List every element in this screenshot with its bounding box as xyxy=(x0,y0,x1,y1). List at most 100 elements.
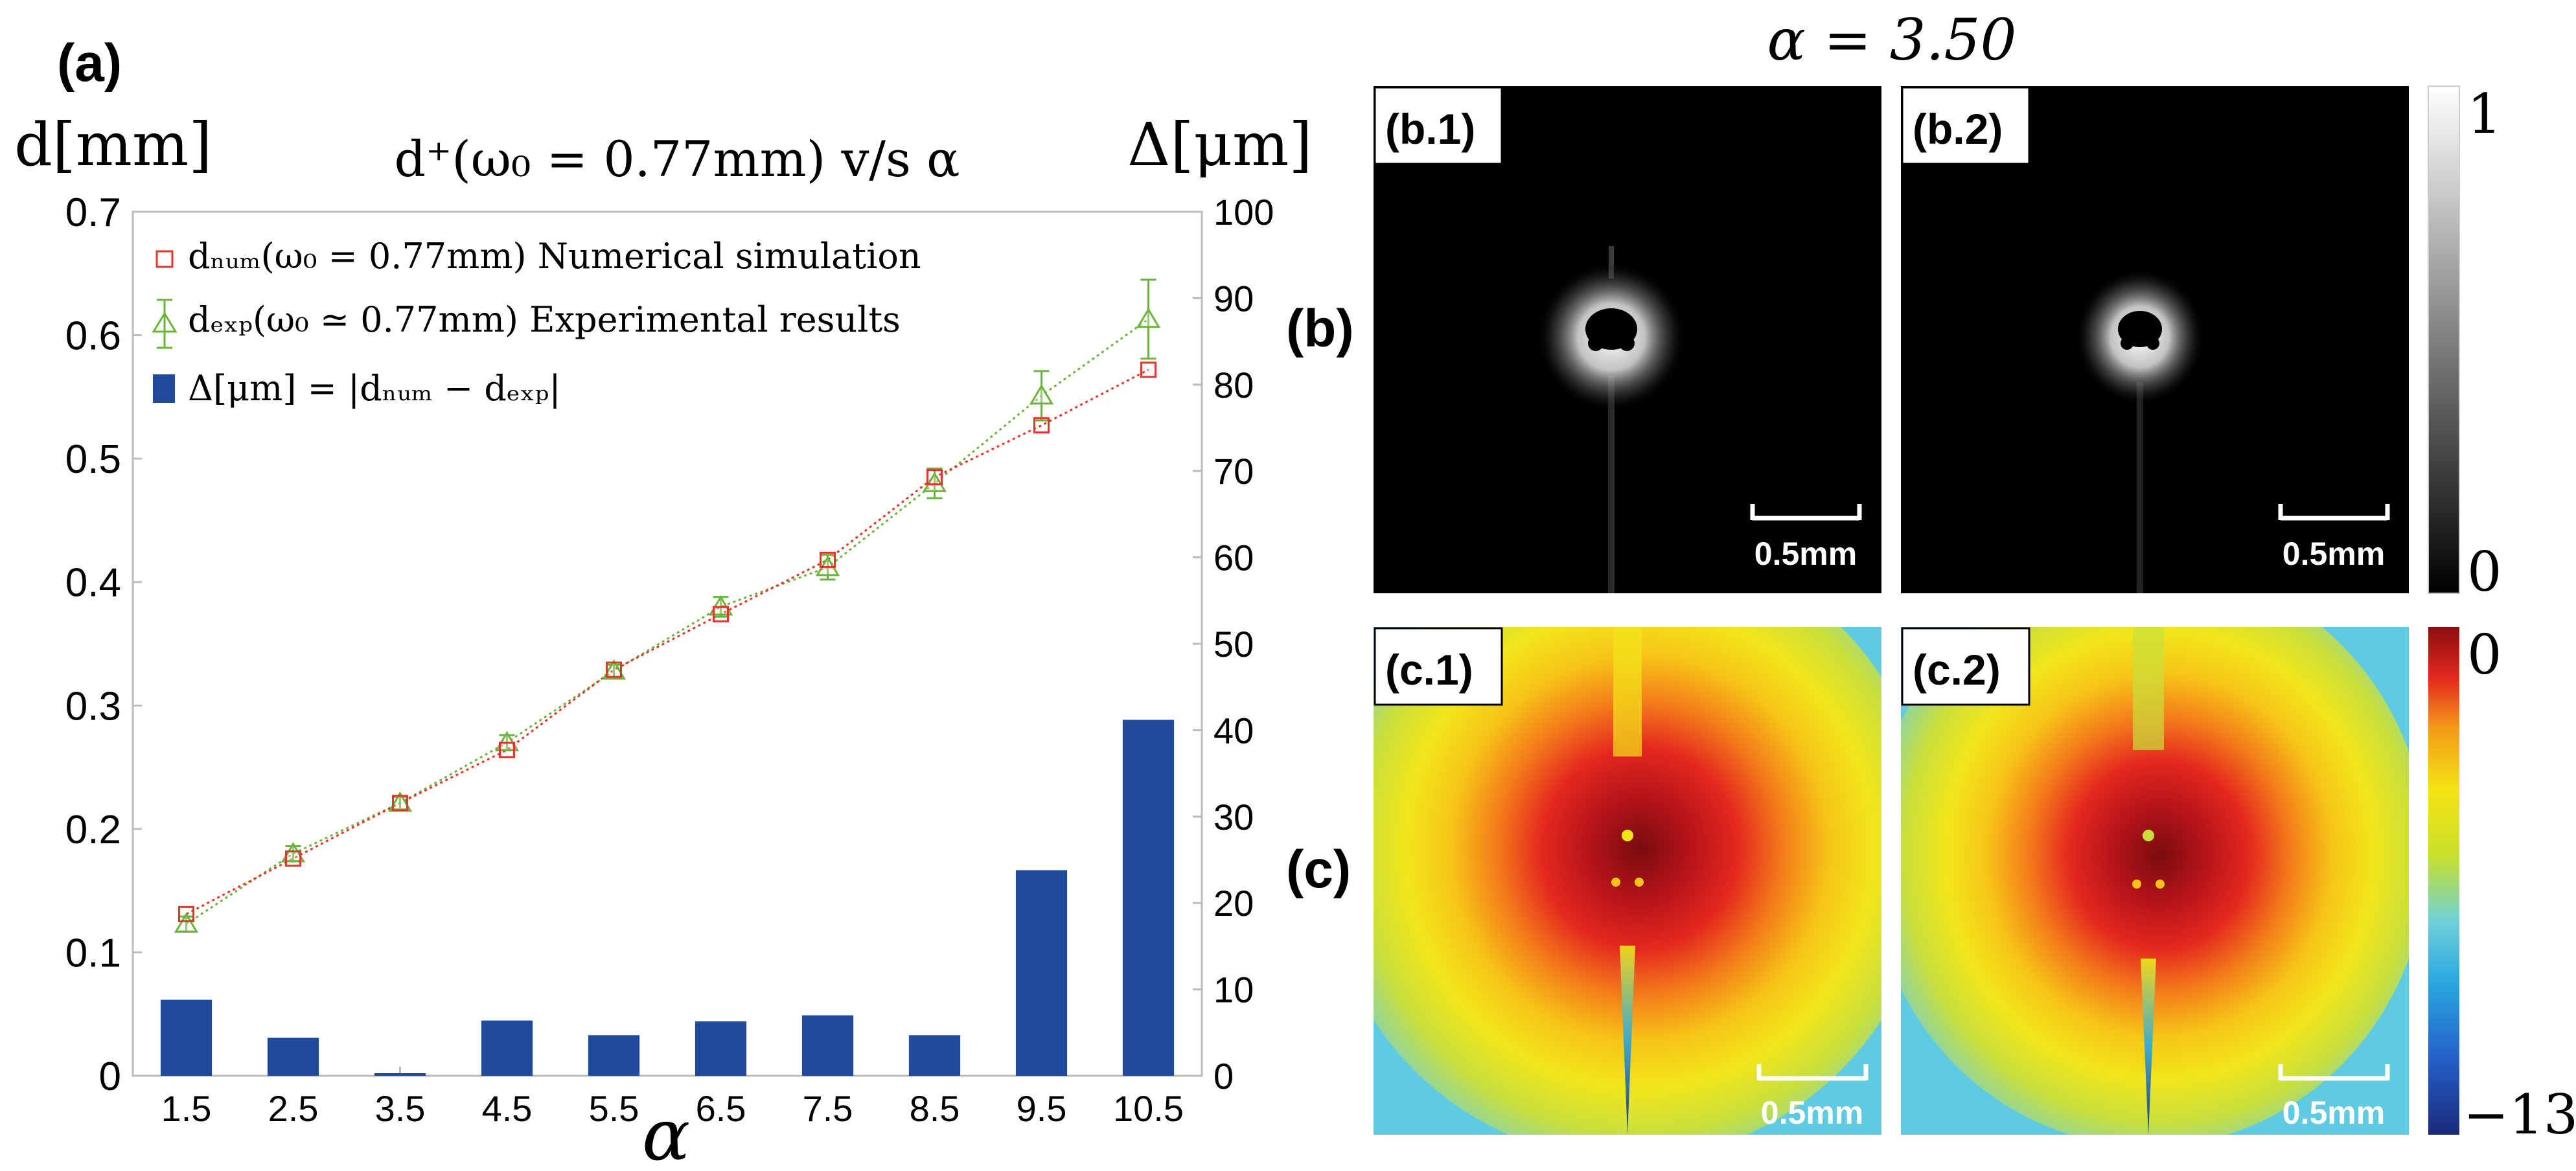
point-num xyxy=(285,850,301,867)
colorbar-gray-max: 1 xyxy=(2467,82,2501,146)
legend-label-num: dₙᵤₘ(ω₀ = 0.77mm) Numerical simulation xyxy=(188,236,921,277)
beam-pattern-b1 xyxy=(1537,246,1686,593)
point-exp xyxy=(922,472,947,492)
colorbar-jet: 0 −13 xyxy=(2428,623,2576,1146)
image-panels: α = 3.50 (b) (c) (b.1) 0.5mm xyxy=(1286,6,2576,1146)
chart-title: d⁺(ω₀ = 0.77mm) v/s α xyxy=(394,130,960,188)
y-left-tick-label: 0.6 xyxy=(65,314,121,359)
log-pattern-c1 xyxy=(1374,627,1881,1135)
bar-delta xyxy=(481,1020,533,1076)
line-series xyxy=(174,279,1161,933)
bar-delta xyxy=(374,1073,426,1076)
y-left-tick-label: 0.1 xyxy=(65,931,121,975)
x-axis: 1.5 2.5 3.5 4.5 5.5 6.5 7.5 8.5 9.5 10.5 xyxy=(161,1067,1184,1129)
image-label-c1: (c.1) xyxy=(1385,646,1473,694)
legend: dₙᵤₘ(ω₀ = 0.77mm) Numerical simulation d… xyxy=(152,236,921,409)
point-exp xyxy=(1029,384,1054,405)
x-tick-label: 7.5 xyxy=(803,1088,853,1129)
y-left-tick-label: 0.2 xyxy=(65,808,121,852)
image-label-b2: (b.2) xyxy=(1913,105,2003,153)
y-left-tick-label: 0.7 xyxy=(65,190,121,235)
chart-panel: (a) d[mm] d⁺(ω₀ = 0.77mm) v/s α Δ[μm] 00… xyxy=(14,34,1312,1171)
x-tick-label: 9.5 xyxy=(1017,1088,1067,1129)
scale-bar-label-c1: 0.5mm xyxy=(1761,1095,1863,1131)
x-tick-label: 6.5 xyxy=(696,1088,746,1129)
point-num xyxy=(713,606,729,622)
y-left-tick-label: 0.5 xyxy=(65,437,121,482)
x-tick-label: 10.5 xyxy=(1113,1088,1184,1129)
x-tick-label: 4.5 xyxy=(482,1088,533,1129)
image-label-b1: (b.1) xyxy=(1385,105,1475,153)
point-exp xyxy=(281,842,306,863)
beam-pattern-b2 xyxy=(2075,269,2205,593)
y-left-tick-label: 0.3 xyxy=(65,684,121,729)
image-c1: (c.1) 0.5mm xyxy=(1374,627,1881,1135)
point-num xyxy=(178,905,194,922)
panel-label-a: (a) xyxy=(57,34,122,93)
log-pattern-c2 xyxy=(1901,627,2409,1135)
x-tick-label: 8.5 xyxy=(910,1088,960,1129)
y-right-tick-label: 0 xyxy=(1213,1056,1234,1097)
image-b2: (b.2) 0.5mm xyxy=(1901,86,2409,593)
x-axis-label: α xyxy=(642,1093,690,1171)
y-right-tick-label: 90 xyxy=(1213,278,1254,319)
alpha-title: α = 3.50 xyxy=(1767,6,2016,73)
line-num xyxy=(185,369,1149,915)
x-tick-label: 3.5 xyxy=(375,1088,426,1129)
colorbar-gray: 1 0 xyxy=(2428,82,2501,604)
image-b1: (b.1) 0.5mm xyxy=(1374,86,1881,593)
bar-delta xyxy=(1122,720,1175,1076)
y-axis-left-label: d[mm] xyxy=(14,110,212,179)
point-num xyxy=(820,551,836,568)
y-right-tick-label: 20 xyxy=(1213,883,1254,924)
scale-bar-label-b2: 0.5mm xyxy=(2283,536,2385,572)
point-num xyxy=(392,795,408,812)
y-axis-right-label: Δ[μm] xyxy=(1127,110,1312,179)
bar-delta xyxy=(695,1021,747,1076)
x-tick-label: 2.5 xyxy=(268,1088,319,1129)
point-num xyxy=(926,469,943,486)
legend-label-delta: Δ[μm] = |dₙᵤₘ − dₑₓₚ| xyxy=(188,368,561,409)
scale-bar-label-b1: 0.5mm xyxy=(1754,536,1857,572)
legend-marker-delta xyxy=(153,374,175,403)
y-right-tick-label: 80 xyxy=(1213,365,1254,405)
point-exp xyxy=(494,731,520,751)
point-exp xyxy=(601,659,627,680)
point-exp xyxy=(1136,307,1161,328)
bar-delta xyxy=(160,999,213,1076)
bar-delta xyxy=(801,1015,854,1076)
scale-bar-label-c2: 0.5mm xyxy=(2283,1095,2385,1131)
point-num xyxy=(1140,361,1156,378)
legend-marker-exp xyxy=(152,312,178,333)
y-right-tick-label: 50 xyxy=(1213,624,1254,665)
legend-label-exp: dₑₓₚ(ω₀ ≃ 0.77mm) Experimental results xyxy=(188,299,901,340)
point-exp xyxy=(174,912,199,933)
point-num xyxy=(499,742,515,758)
colorbar-jet-min: −13 xyxy=(2463,1083,2576,1146)
y-right-tick-label: 70 xyxy=(1213,451,1254,492)
y-right-tick-label: 40 xyxy=(1213,710,1254,751)
y-right-tick-label: 100 xyxy=(1213,192,1274,233)
point-num xyxy=(606,661,622,678)
y-right-tick-label: 10 xyxy=(1213,970,1254,1010)
row-label-b: (b) xyxy=(1286,299,1354,358)
image-label-c2: (c.2) xyxy=(1913,646,2001,694)
row-label-c: (c) xyxy=(1286,840,1351,899)
y-right-tick-label: 60 xyxy=(1213,538,1254,578)
y-right-tick-label: 30 xyxy=(1213,797,1254,837)
image-c2: (c.2) 0.5mm xyxy=(1901,627,2409,1135)
x-tick-label: 1.5 xyxy=(161,1088,212,1129)
y-axis-right: 0 10 20 30 40 50 60 70 80 90 100 xyxy=(1193,192,1274,1097)
colorbar-jet-max: 0 xyxy=(2467,623,2501,687)
bar-delta xyxy=(267,1038,319,1076)
y-left-tick-label: 0 xyxy=(99,1054,121,1099)
legend-marker-num xyxy=(155,250,174,268)
x-tick-label: 5.5 xyxy=(589,1088,639,1129)
point-num xyxy=(1033,417,1050,434)
y-left-tick-label: 0.4 xyxy=(65,561,121,606)
bar-series xyxy=(160,720,1175,1076)
line-exp xyxy=(185,318,1149,925)
bar-delta xyxy=(588,1035,640,1076)
point-exp xyxy=(708,595,733,616)
